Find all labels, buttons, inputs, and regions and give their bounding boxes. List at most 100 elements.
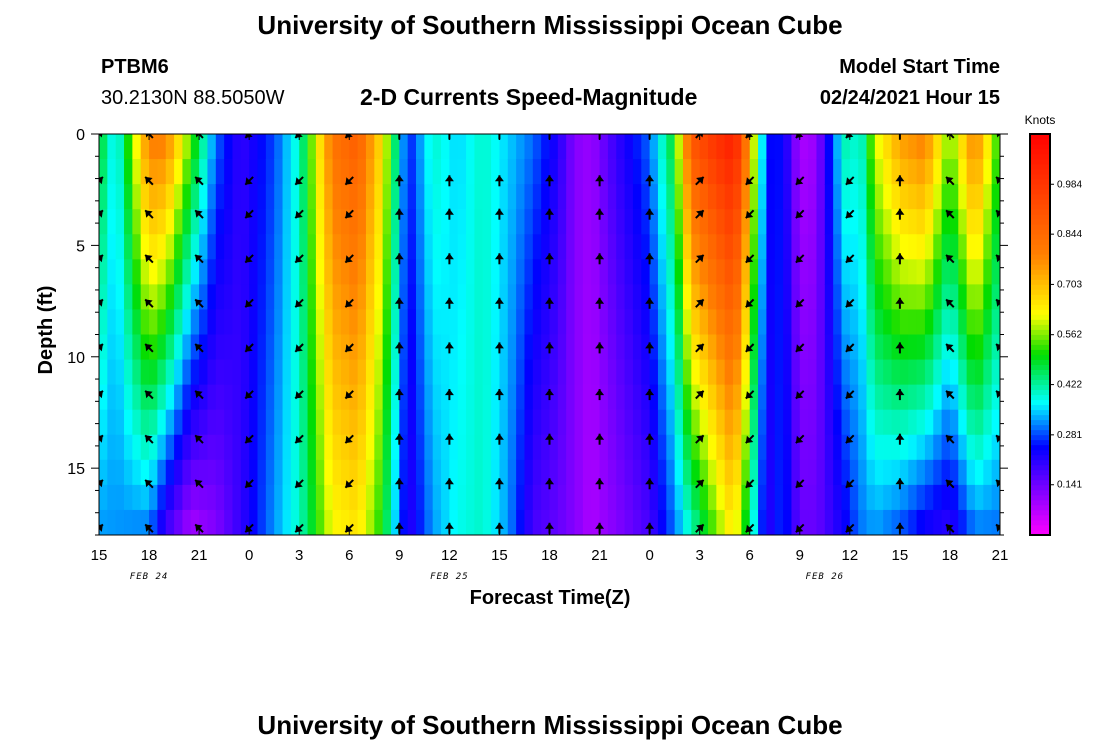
heatmap-cell: [332, 359, 342, 386]
x-tick-label: 0: [245, 547, 253, 564]
heatmap-cell: [616, 234, 626, 260]
current-vector: [995, 523, 1000, 532]
heatmap-cell: [299, 284, 309, 311]
heatmap-cell: [240, 359, 250, 386]
heatmap-cell: [357, 334, 367, 361]
heatmap-cell: [758, 459, 767, 486]
heatmap-cell: [324, 259, 334, 285]
heatmap-cell: [424, 384, 434, 411]
heatmap-cell: [99, 134, 108, 160]
heatmap-cell: [641, 434, 651, 461]
heatmap-cell: [240, 209, 250, 235]
heatmap-cell: [741, 409, 751, 436]
heatmap-cell: [416, 284, 425, 311]
current-vector: [99, 479, 104, 488]
heatmap-cell: [374, 509, 384, 535]
heatmap-cell: [716, 284, 726, 311]
heatmap-cell: [399, 334, 409, 361]
heatmap-cell: [207, 359, 217, 386]
heatmap-cell: [557, 184, 567, 210]
current-vector: [294, 254, 304, 264]
heatmap-cell: [808, 284, 818, 311]
heatmap-cell: [632, 184, 642, 210]
colorbar-segment: [1030, 228, 1050, 235]
heatmap-cell: [566, 384, 576, 411]
colorbar-segment: [1030, 364, 1050, 370]
heatmap-cell: [607, 309, 617, 336]
heatmap-cell: [340, 434, 350, 461]
heatmap-cell: [441, 409, 450, 436]
heatmap-cell: [908, 409, 918, 436]
current-vector: [144, 209, 154, 219]
heatmap-cell: [557, 259, 567, 285]
heatmap-cell: [607, 459, 617, 486]
heatmap-cell: [140, 184, 150, 210]
current-vector: [995, 343, 1000, 352]
heatmap-cell: [524, 309, 534, 336]
heatmap-cell: [657, 334, 667, 361]
heatmap-cell: [883, 384, 893, 411]
heatmap-cell: [441, 484, 450, 511]
current-vector: [99, 434, 104, 443]
heatmap-cell: [749, 309, 759, 336]
heatmap-cell: [274, 259, 284, 285]
heatmap-cell: [424, 334, 434, 361]
heatmap-cell: [858, 334, 868, 361]
colorbar-segment: [1030, 339, 1050, 345]
heatmap-cell: [290, 434, 300, 461]
heatmap-cell: [432, 384, 442, 411]
heatmap-cell: [457, 434, 467, 461]
heatmap-cell: [783, 234, 793, 260]
heatmap-cell: [365, 409, 375, 436]
heatmap-cell: [699, 309, 709, 336]
heatmap-cell: [107, 284, 117, 311]
heatmap-cell: [491, 459, 501, 486]
colorbar-segment: [1030, 183, 1050, 190]
heatmap-cell: [399, 234, 409, 260]
current-vector: [444, 175, 454, 187]
heatmap-cell: [332, 309, 342, 336]
heatmap-cell: [874, 134, 884, 160]
heatmap-cell: [390, 359, 400, 386]
heatmap-cell: [733, 284, 742, 311]
heatmap-cell: [816, 209, 826, 235]
heatmap-cell: [733, 234, 742, 260]
colorbar-segment: [1030, 278, 1050, 285]
heatmap-cell: [232, 409, 242, 436]
heatmap-cell: [616, 384, 626, 411]
heatmap-cell: [315, 209, 325, 235]
heatmap-cell: [924, 309, 934, 336]
heatmap-cell: [824, 134, 834, 160]
heatmap-cell: [107, 384, 117, 411]
heatmap-cell: [215, 459, 225, 486]
heatmap-cell: [682, 159, 692, 185]
heatmap-cell: [290, 209, 300, 235]
heatmap-cell: [874, 459, 884, 486]
heatmap-cell: [641, 159, 651, 185]
heatmap-cell: [716, 234, 726, 260]
heatmap-cell: [365, 284, 375, 311]
heatmap-cell: [858, 209, 868, 235]
heatmap-cell: [724, 309, 734, 336]
heatmap-cell: [924, 134, 934, 160]
heatmap-cell: [466, 234, 476, 260]
heatmap-cell: [299, 409, 309, 436]
heatmap-cell: [866, 159, 876, 185]
heatmap-cell: [332, 234, 342, 260]
heatmap-cell: [149, 359, 158, 386]
heatmap-cell: [182, 334, 192, 361]
heatmap-cell: [182, 259, 192, 285]
heatmap-cell: [866, 459, 876, 486]
heatmap-cell: [666, 334, 676, 361]
heatmap-cell: [908, 234, 918, 260]
heatmap-cell: [824, 384, 834, 411]
heatmap-cell: [257, 409, 267, 436]
heatmap-cell: [641, 134, 651, 160]
heatmap-cell: [933, 209, 943, 235]
y-axis-label: Depth (ft): [35, 286, 57, 375]
heatmap-cell: [582, 509, 592, 535]
heatmap-cell: [199, 509, 209, 535]
heatmap-cell: [824, 509, 834, 535]
station-coords: 30.2130N 88.5050W: [101, 87, 285, 109]
heatmap-cell: [916, 409, 926, 436]
